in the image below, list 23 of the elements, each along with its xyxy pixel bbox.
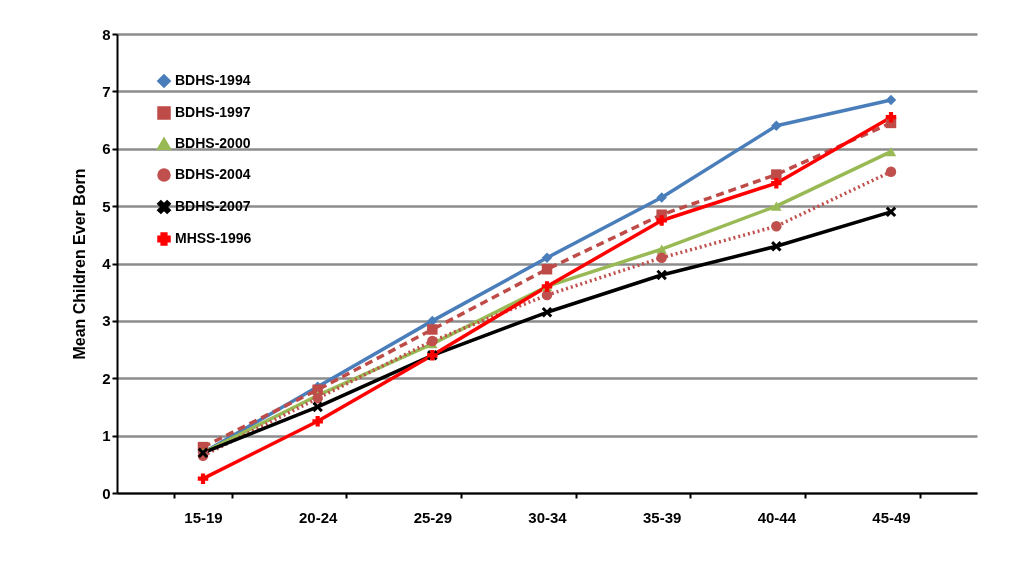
y-tick-label: 6 (102, 140, 111, 158)
y-tick-label: 1 (102, 427, 111, 445)
legend-label: BDHS-2004 (175, 166, 251, 182)
y-tick-label: 8 (102, 25, 111, 43)
x-tick-label: 25-29 (413, 508, 453, 526)
x-tick-label: 15-19 (184, 508, 223, 526)
y-tick-label: 3 (102, 312, 111, 330)
x-tick-label: 35-39 (642, 508, 682, 526)
y-tick-label: 7 (102, 82, 111, 100)
y-tick-label: 5 (102, 197, 111, 215)
x-tick-label: 30-34 (528, 508, 568, 526)
x-tick-label: 45-49 (872, 508, 911, 526)
x-tick-label: 40-44 (757, 508, 797, 526)
legend-label: BDHS-2007 (175, 198, 251, 214)
x-tick-label: 20-24 (298, 508, 338, 526)
legend-label: BDHS-2000 (175, 135, 251, 151)
y-tick-label: 2 (102, 369, 111, 387)
legend-label: MHSS-1996 (175, 230, 252, 246)
legend-label: BDHS-1997 (175, 104, 251, 120)
y-axis-title: Mean Children Ever Born (71, 168, 89, 360)
y-tick-label: 0 (102, 484, 111, 502)
y-tick-label: 4 (102, 255, 112, 272)
legend-label: BDHS-1994 (175, 72, 251, 88)
